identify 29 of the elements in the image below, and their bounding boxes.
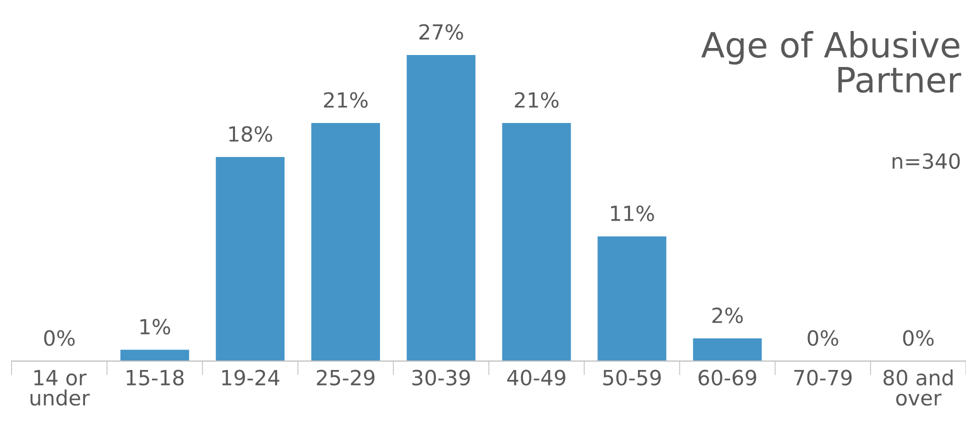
bar <box>502 122 571 362</box>
bar <box>598 236 666 362</box>
x-tick-label: 14 or under <box>30 370 90 406</box>
x-tick-label: 50-59 <box>603 370 661 386</box>
x-tick-label: 70-79 <box>794 370 852 386</box>
x-tick-label: 30-39 <box>412 370 470 386</box>
x-tick-label: 19-24 <box>222 370 280 386</box>
bar <box>311 122 380 362</box>
bar <box>120 350 190 362</box>
data-label: 27% <box>419 24 464 40</box>
chart-title: Age of Abusive Partner <box>701 31 962 93</box>
data-label: 1% <box>140 318 170 335</box>
bar <box>216 156 285 362</box>
data-label: 11% <box>611 205 654 222</box>
data-label: 0% <box>808 330 838 346</box>
data-label: 2% <box>712 307 743 324</box>
x-tick-label: 25-29 <box>316 370 374 386</box>
x-tick-label: 60-69 <box>698 370 756 386</box>
data-label: 0% <box>44 330 75 346</box>
text: n=340 <box>892 153 960 169</box>
data-label: 21% <box>324 92 368 108</box>
data-label: 18% <box>229 126 272 142</box>
bar <box>406 54 476 362</box>
data-label: 0% <box>903 330 934 346</box>
x-tick-label: 40-49 <box>507 370 566 386</box>
x-tick-label: 80 and over <box>884 369 953 406</box>
x-tick-label: 15-18 <box>126 370 184 386</box>
bar <box>693 338 762 362</box>
data-label: 21% <box>514 92 559 108</box>
